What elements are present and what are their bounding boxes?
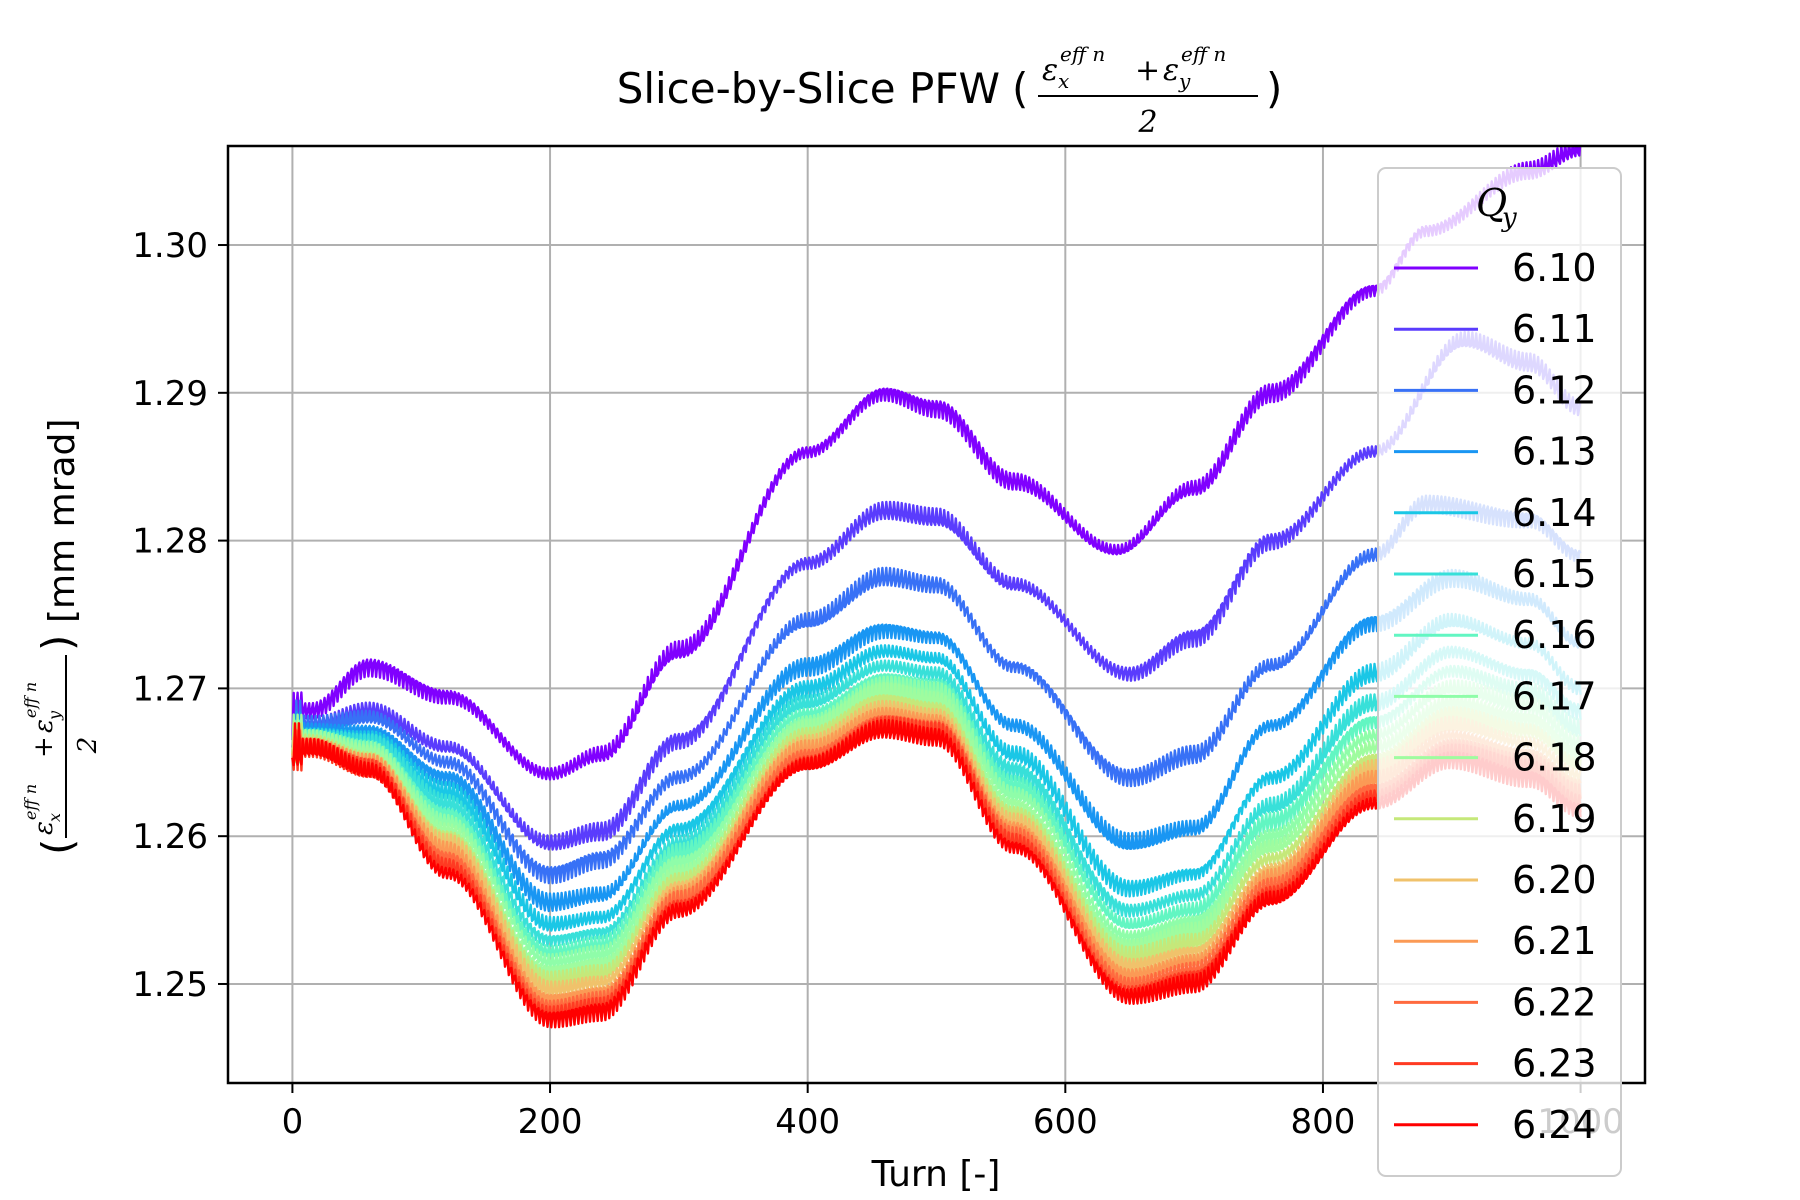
series-line-6.20 xyxy=(291,699,1582,998)
legend-label-6.15: 6.15 xyxy=(1512,552,1597,596)
legend-label-6.19: 6.19 xyxy=(1512,797,1597,841)
ylabel-unit: [mm mrad] xyxy=(42,419,83,623)
series-line-6.24 xyxy=(291,718,1582,1029)
title-plus: + xyxy=(1135,53,1160,88)
legend-label-6.18: 6.18 xyxy=(1512,736,1597,780)
legend-label-6.12: 6.12 xyxy=(1512,368,1597,412)
title-fraction: ε eff n x + ε eff n y 2 xyxy=(1038,42,1258,140)
x-tick-label: 0 xyxy=(282,1102,304,1142)
legend-items: 6.10 6.11 6.12 6.13 6.14 6.15 6.16 6.17 6.18 6.19… xyxy=(1394,246,1597,1147)
legend-title-sub: y xyxy=(1501,203,1517,233)
title-eps-x-sup: eff n xyxy=(1060,42,1105,66)
series-line-6.14 xyxy=(291,612,1582,932)
legend: Q y 6.10 6.11 6.12 6.13 6.14 6.15 6.16 6.17 6.18… xyxy=(1377,167,1622,1177)
ylabel-eps-x-sup: eff n xyxy=(21,784,40,820)
x-axis-label: Turn [-] xyxy=(871,1154,1001,1195)
chart-title: Slice-by-Slice PFW xyxy=(617,64,1000,113)
title-denominator: 2 xyxy=(1137,105,1157,140)
y-tick-label: 1.27 xyxy=(132,669,208,709)
legend-label-6.17: 6.17 xyxy=(1512,674,1597,718)
y-tick-label: 1.26 xyxy=(132,817,208,857)
legend-label-6.16: 6.16 xyxy=(1512,613,1597,657)
series-line-6.13 xyxy=(291,568,1582,913)
title-eps-y-sup: eff n xyxy=(1181,42,1226,66)
series-line-6.12 xyxy=(291,494,1582,885)
chart-title-group: Slice-by-Slice PFW ( ε eff n x + ε eff n… xyxy=(617,42,1283,140)
title-right-paren: ) xyxy=(1266,64,1282,113)
title-left-paren: ( xyxy=(1012,64,1028,113)
y-tick-label: 1.29 xyxy=(132,374,208,414)
legend-frame xyxy=(1377,167,1622,1177)
ylabel-denominator: 2 xyxy=(73,737,103,755)
x-tick-label: 600 xyxy=(1033,1102,1098,1142)
y-tick-label: 1.30 xyxy=(132,226,208,266)
legend-label-6.20: 6.20 xyxy=(1512,858,1597,902)
ylabel-epsilon-y: ε xyxy=(29,719,59,733)
y-axis-label-group: ( ε eff n x + ε eff n y 2 ) [mm mrad] xyxy=(21,419,103,855)
title-epsilon-y: ε xyxy=(1163,53,1179,88)
ylabel-eps-y-sup: eff n xyxy=(21,682,40,718)
ylabel-eps-y-sub: y xyxy=(45,710,64,721)
ylabel-left-paren: ( xyxy=(33,839,82,855)
y-tick-label: 1.28 xyxy=(132,522,208,562)
legend-label-6.21: 6.21 xyxy=(1512,919,1597,963)
ylabel-eps-x-sub: x xyxy=(45,813,64,822)
ylabel-epsilon-x: ε xyxy=(29,821,59,835)
series-line-6.11 xyxy=(291,330,1582,851)
y-tick-label: 1.25 xyxy=(132,965,208,1005)
plot-frame xyxy=(226,144,1647,1085)
series-line-6.10 xyxy=(291,146,1582,781)
legend-label-6.11: 6.11 xyxy=(1512,307,1597,351)
title-eps-x-sub: x xyxy=(1058,69,1069,93)
legend-label-6.13: 6.13 xyxy=(1512,430,1597,474)
x-tick-label: 800 xyxy=(1291,1102,1356,1142)
x-tick-label: 200 xyxy=(518,1102,583,1142)
x-tick-label: 400 xyxy=(775,1102,840,1142)
data-lines xyxy=(291,146,1582,1029)
ylabel-right-paren: ) xyxy=(33,635,82,651)
legend-title: Q xyxy=(1476,181,1507,225)
legend-label-6.23: 6.23 xyxy=(1512,1042,1597,1086)
legend-label-6.14: 6.14 xyxy=(1512,491,1597,535)
legend-label-6.22: 6.22 xyxy=(1512,980,1597,1024)
title-epsilon-x: ε xyxy=(1042,53,1058,88)
legend-label-6.10: 6.10 xyxy=(1512,246,1597,290)
ylabel-plus: + xyxy=(29,736,59,758)
series-line-6.15 xyxy=(291,645,1582,948)
title-eps-y-sub: y xyxy=(1178,69,1191,93)
legend-label-6.24: 6.24 xyxy=(1512,1103,1597,1147)
series-line-6.19 xyxy=(291,694,1582,991)
